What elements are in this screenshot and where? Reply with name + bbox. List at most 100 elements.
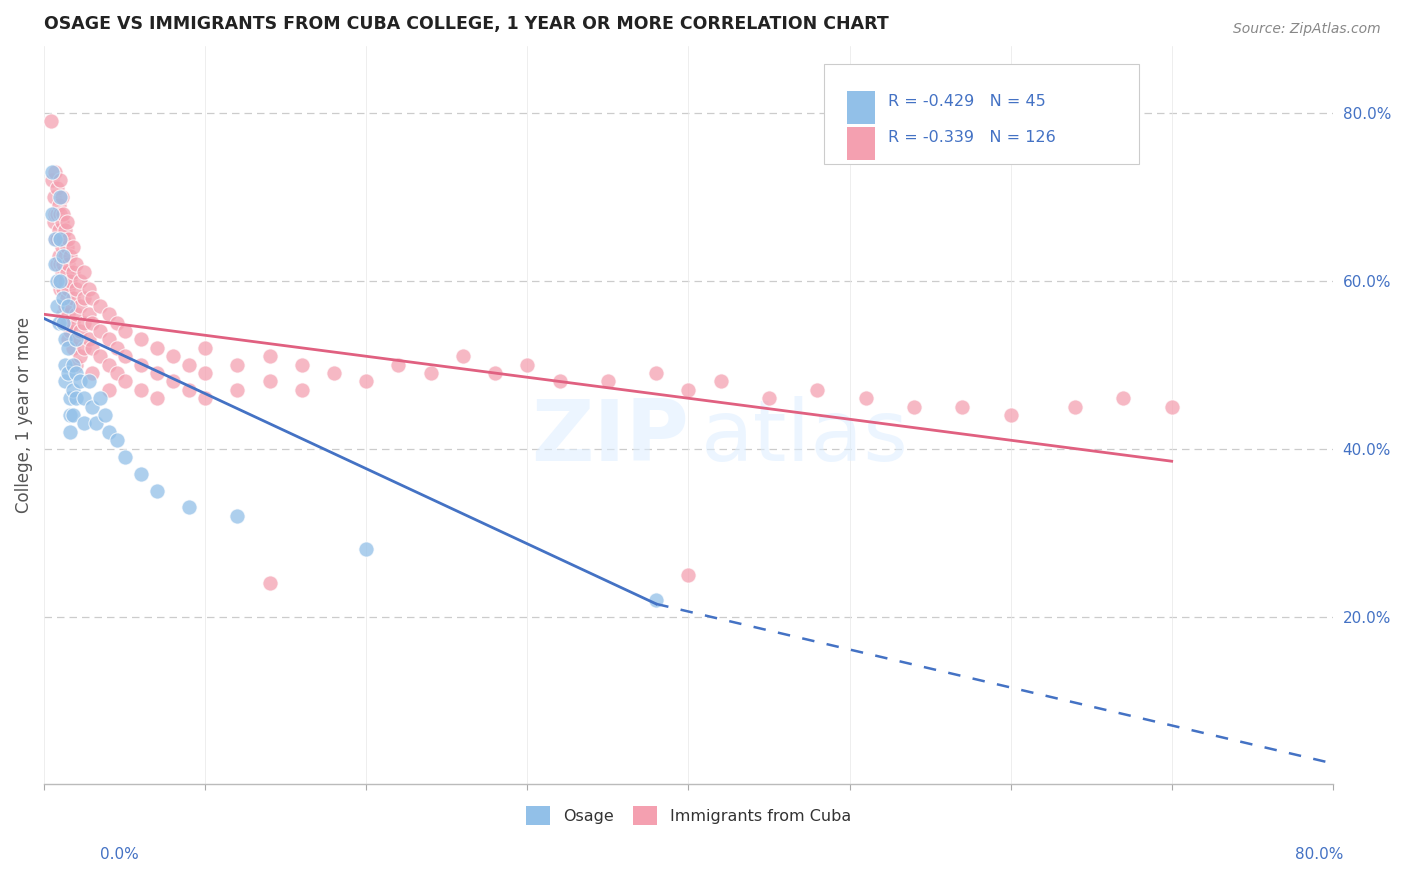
Point (259, 349, 281, 363)
Point (259, 576, 281, 591)
Text: R = -0.429   N = 45: R = -0.429 N = 45 (889, 94, 1046, 109)
Point (59, 248, 82, 262)
Point (62, 358, 84, 372)
Point (49, 232, 72, 246)
Point (51, 215, 73, 229)
Point (65, 366, 87, 380)
Point (69, 274, 91, 288)
Point (77, 307, 100, 321)
Point (226, 383, 249, 397)
Point (58, 232, 80, 246)
Point (162, 375, 184, 389)
Point (62, 316, 84, 330)
Point (162, 349, 184, 363)
Point (58, 307, 80, 321)
Legend: Osage, Immigrants from Cuba: Osage, Immigrants from Cuba (520, 799, 858, 832)
Point (146, 366, 169, 380)
Point (89, 324, 111, 338)
Point (41, 206, 63, 220)
Point (65, 282, 87, 296)
Point (55, 316, 77, 330)
Point (177, 500, 200, 515)
Point (58, 257, 80, 271)
Point (62, 341, 84, 355)
Point (42, 215, 65, 229)
Point (58, 366, 80, 380)
Point (855, 391, 877, 405)
Point (53, 358, 76, 372)
Point (49, 274, 72, 288)
Point (58, 333, 80, 347)
Point (97, 383, 120, 397)
Point (516, 358, 538, 372)
Point (323, 366, 346, 380)
Point (73, 265, 96, 279)
Point (65, 391, 87, 405)
Point (356, 542, 378, 557)
Point (1000, 408, 1022, 422)
Point (69, 375, 91, 389)
Point (94, 408, 117, 422)
Point (41, 173, 63, 187)
Point (105, 366, 128, 380)
Point (49, 173, 72, 187)
Point (55, 265, 77, 279)
Point (58, 282, 80, 296)
Point (52, 282, 75, 296)
Point (89, 391, 111, 405)
Point (226, 508, 249, 523)
Text: Source: ZipAtlas.com: Source: ZipAtlas.com (1233, 22, 1381, 37)
Point (77, 375, 100, 389)
Point (105, 434, 128, 448)
Point (73, 417, 96, 431)
Point (49, 257, 72, 271)
Point (52, 316, 75, 330)
Point (49, 206, 72, 220)
Point (46, 181, 69, 195)
Point (62, 408, 84, 422)
Point (114, 450, 136, 464)
Point (55, 291, 77, 305)
Point (73, 341, 96, 355)
Point (62, 383, 84, 397)
Point (46, 206, 69, 220)
Point (51, 240, 73, 254)
Point (48, 274, 70, 288)
Point (46, 299, 69, 313)
Point (65, 333, 87, 347)
Point (42, 190, 65, 204)
Point (105, 341, 128, 355)
Point (77, 333, 100, 347)
Point (52, 291, 75, 305)
Point (129, 333, 152, 347)
Point (52, 257, 75, 271)
Point (419, 366, 441, 380)
Point (105, 316, 128, 330)
Point (82, 316, 104, 330)
Text: ZIP: ZIP (530, 396, 689, 479)
Point (62, 240, 84, 254)
Point (82, 341, 104, 355)
Point (129, 467, 152, 481)
Point (291, 383, 314, 397)
Point (62, 291, 84, 305)
Point (59, 324, 82, 338)
Point (259, 375, 281, 389)
Point (52, 248, 75, 262)
Y-axis label: College, 1 year or more: College, 1 year or more (15, 317, 32, 513)
Point (44, 257, 66, 271)
Point (53, 248, 76, 262)
Point (678, 567, 700, 582)
Point (114, 324, 136, 338)
Point (49, 232, 72, 246)
Point (58, 341, 80, 355)
Point (53, 375, 76, 389)
Point (59, 391, 82, 405)
Point (114, 349, 136, 363)
Point (62, 265, 84, 279)
Point (194, 391, 217, 405)
Point (806, 383, 828, 397)
Point (58, 299, 80, 313)
Point (55, 240, 77, 254)
Point (48, 248, 70, 262)
